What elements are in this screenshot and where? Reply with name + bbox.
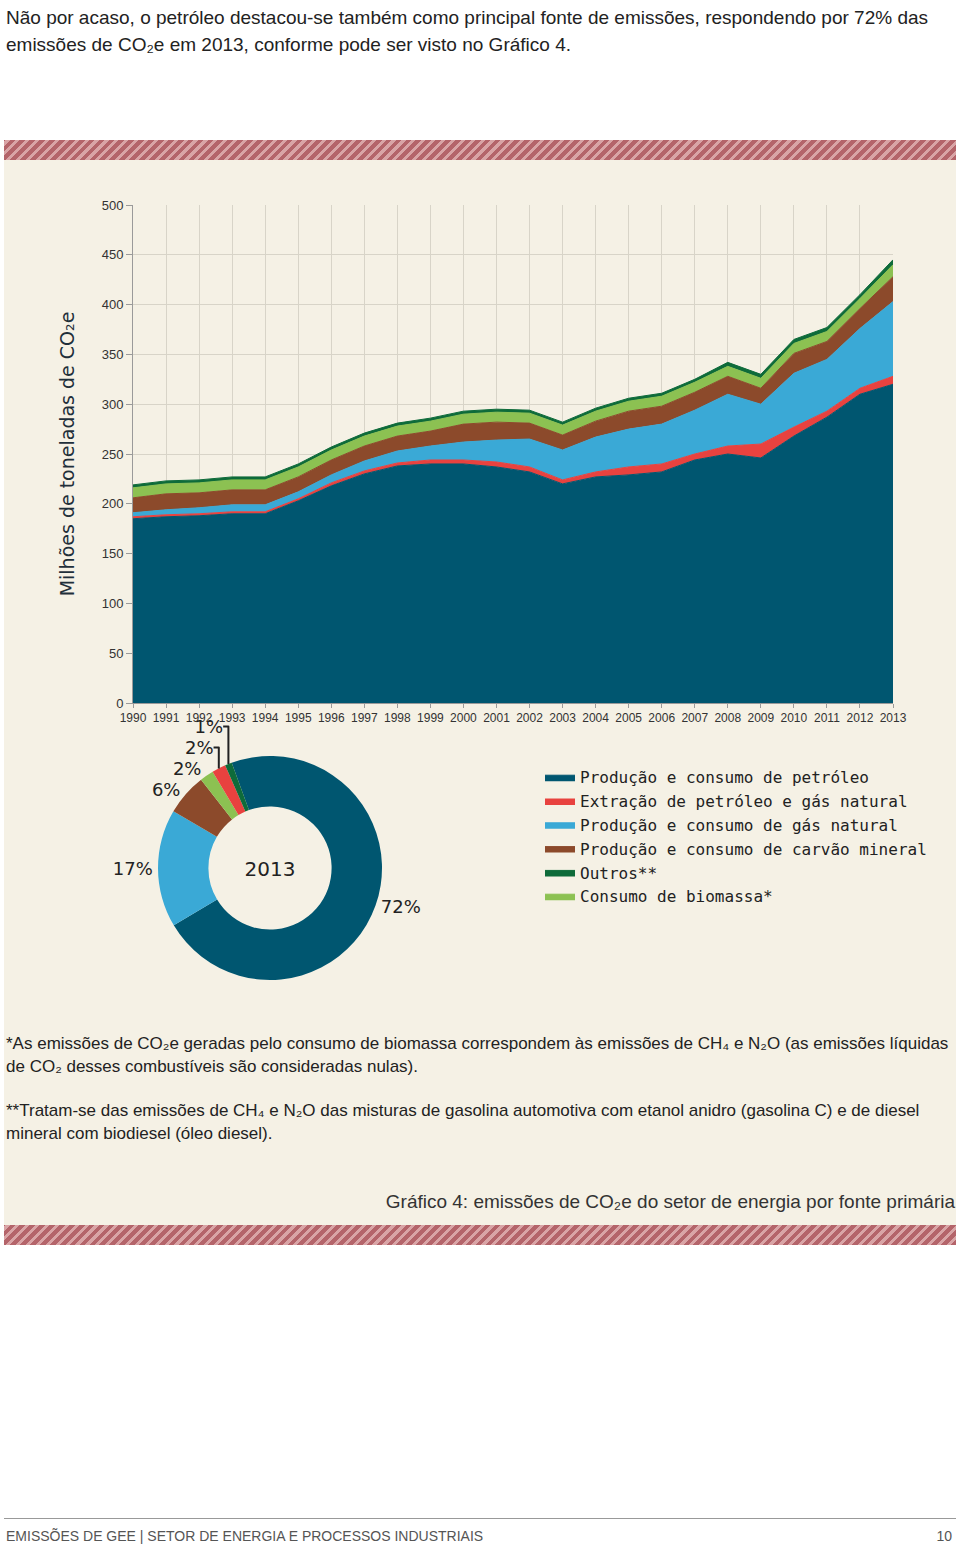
svg-text:2009: 2009 (747, 711, 774, 725)
svg-text:150: 150 (102, 546, 124, 561)
svg-text:400: 400 (102, 297, 124, 312)
svg-text:100: 100 (102, 596, 124, 611)
svg-text:Produção e consumo de gás natu: Produção e consumo de gás natural (580, 816, 898, 835)
svg-text:17%: 17% (113, 858, 153, 879)
svg-text:2005: 2005 (615, 711, 642, 725)
html-text:Gráfico 4: emissões de CO₂e do: Gráfico 4: emissões de CO₂e do setor de … (385, 1191, 955, 1212)
html-text:10: 10 (936, 1528, 952, 1544)
html-text:*As emissões de CO₂e geradas p: *As emissões de CO₂e geradas pelo consum… (6, 1034, 949, 1076)
svg-text:1993: 1993 (219, 711, 246, 725)
svg-text:200: 200 (102, 496, 124, 511)
svg-text:Outros**: Outros** (580, 864, 657, 883)
svg-text:2013: 2013 (245, 857, 296, 881)
svg-text:0: 0 (116, 696, 123, 711)
svg-text:1994: 1994 (252, 711, 279, 725)
html-text:EMISSÕES DE GEE | SETOR DE ENE: EMISSÕES DE GEE | SETOR DE ENERGIA E PRO… (6, 1528, 484, 1544)
svg-text:2001: 2001 (483, 711, 510, 725)
svg-text:1992: 1992 (186, 711, 213, 725)
svg-text:1999: 1999 (417, 711, 444, 725)
svg-text:350: 350 (102, 347, 124, 362)
svg-text:1%: 1% (195, 716, 224, 737)
svg-text:2000: 2000 (450, 711, 477, 725)
svg-text:2003: 2003 (549, 711, 576, 725)
svg-text:72%: 72% (381, 896, 421, 917)
svg-text:2006: 2006 (648, 711, 675, 725)
svg-text:6%: 6% (152, 779, 181, 800)
svg-text:1995: 1995 (285, 711, 312, 725)
svg-text:500: 500 (102, 198, 124, 213)
svg-text:2%: 2% (173, 758, 202, 779)
svg-text:2002: 2002 (516, 711, 543, 725)
svg-text:2007: 2007 (681, 711, 708, 725)
svg-text:Extração de petróleo e gás nat: Extração de petróleo e gás natural (580, 792, 908, 811)
svg-text:2004: 2004 (582, 711, 609, 725)
svg-text:450: 450 (102, 247, 124, 262)
svg-text:2013: 2013 (880, 711, 907, 725)
svg-text:50: 50 (109, 646, 123, 661)
svg-text:2012: 2012 (847, 711, 874, 725)
svg-text:2011: 2011 (814, 711, 840, 725)
html-text:**Tratam-se das emissões de CH: **Tratam-se das emissões de CH₄ e N₂O da… (6, 1101, 920, 1143)
svg-text:250: 250 (102, 447, 124, 462)
html-text:Não por acaso, o petróleo dest: Não por acaso, o petróleo destacou-se ta… (6, 7, 928, 55)
svg-text:2010: 2010 (781, 711, 808, 725)
svg-text:Produção e consumo de petróleo: Produção e consumo de petróleo (580, 768, 869, 787)
svg-text:Consumo de biomassa*: Consumo de biomassa* (580, 887, 773, 906)
svg-text:1997: 1997 (351, 711, 378, 725)
svg-text:300: 300 (102, 397, 124, 412)
svg-text:Produção e consumo de carvão m: Produção e consumo de carvão mineral (580, 840, 927, 859)
svg-text:1991: 1991 (153, 711, 180, 725)
svg-text:2008: 2008 (714, 711, 741, 725)
svg-text:1990: 1990 (120, 711, 147, 725)
svg-text:1996: 1996 (318, 711, 345, 725)
svg-text:1998: 1998 (384, 711, 411, 725)
svg-text:2%: 2% (185, 737, 214, 758)
svg-text:Milhões de toneladas de CO₂e: Milhões de toneladas de CO₂e (56, 312, 78, 597)
